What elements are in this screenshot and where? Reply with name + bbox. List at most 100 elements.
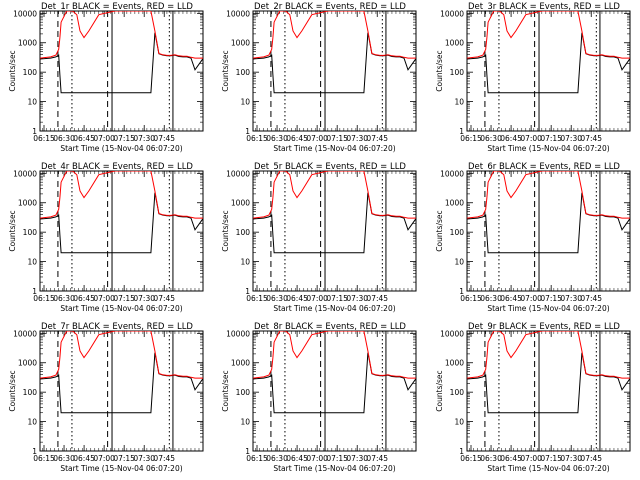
plot-frame [466,10,631,132]
x-tick-label: 06:45 [500,454,522,463]
x-tick-label: 07:45 [153,454,175,463]
series-line-events [467,352,630,414]
plot-frame [39,170,204,292]
y-tick-label: 10 [27,258,37,267]
panel-title: Det_1r BLACK = Events, RED = LLD [41,2,193,12]
x-tick-label: 07:30 [133,454,155,463]
x-axis-label: Start Time (15-Nov-04 06:07:20) [487,304,609,313]
series-line-events [253,192,416,254]
x-tick-label: 07:15 [540,454,562,463]
x-tick-label: 06:45 [73,454,95,463]
y-tick-label: 1 [32,287,37,296]
x-tick-label: 06:45 [286,134,308,143]
x-tick-label: 07:15 [540,134,562,143]
y-tick-label: 10 [27,98,37,107]
y-tick-label: 10 [454,418,464,427]
x-tick-label: 07:30 [133,134,155,143]
x-tick-label: 07:00 [520,294,542,303]
x-tick-label: 07:00 [306,134,328,143]
y-tick-label: 100 [450,228,465,237]
x-tick-label: 06:15 [246,134,268,143]
y-axis-label: Counts/sec [8,50,17,91]
panel-8: Det_8r BLACK = Events, RED = LLD 1 10 100 10… [221,322,417,473]
x-tick-label: 07:45 [580,134,602,143]
x-tick-label: 07:15 [326,294,348,303]
panel-6: Det_6r BLACK = Events, RED = LLD 1 10 100 10… [435,162,631,313]
x-tick-label: 06:30 [266,134,288,143]
panel-1: Det_1r BLACK = Events, RED = LLD 1 10 100 10… [8,2,204,153]
y-tick-label: 10000 [226,329,250,338]
x-tick-label: 07:30 [560,294,582,303]
y-tick-label: 10 [240,258,250,267]
panel-title: Det_6r BLACK = Events, RED = LLD [468,162,620,172]
y-tick-label: 10 [240,418,250,427]
x-tick-label: 07:30 [346,454,368,463]
x-tick-label: 06:15 [460,454,482,463]
y-axis-label: Counts/sec [435,50,444,91]
x-tick-label: 07:15 [113,134,135,143]
x-tick-label: 06:45 [286,454,308,463]
x-tick-label: 07:30 [346,134,368,143]
panel-title: Det_2r BLACK = Events, RED = LLD [254,2,406,12]
y-tick-label: 1000 [18,39,37,48]
x-axis-label: Start Time (15-Nov-04 06:07:20) [273,464,395,473]
x-tick-label: 06:15 [460,134,482,143]
panel-title: Det_9r BLACK = Events, RED = LLD [468,322,620,332]
x-tick-label: 07:15 [326,134,348,143]
x-tick-label: 06:45 [286,294,308,303]
x-tick-label: 07:30 [133,294,155,303]
panel-5: Det_5r BLACK = Events, RED = LLD 1 10 100 10… [221,162,417,313]
y-tick-label: 10000 [13,169,37,178]
series-line-events [40,32,203,94]
y-tick-label: 100 [236,68,251,77]
y-tick-label: 10 [454,258,464,267]
x-axis-label: Start Time (15-Nov-04 06:07:20) [487,144,609,153]
x-tick-label: 06:45 [500,134,522,143]
x-tick-label: 06:30 [53,134,75,143]
x-axis-label: Start Time (15-Nov-04 06:07:20) [273,304,395,313]
x-tick-label: 06:45 [73,134,95,143]
x-tick-label: 06:30 [53,294,75,303]
y-tick-label: 1000 [18,359,37,368]
series-line-lld [467,11,630,59]
x-tick-label: 07:00 [306,294,328,303]
x-tick-label: 06:30 [480,294,502,303]
y-tick-label: 1000 [18,199,37,208]
series-line-lld [40,331,203,379]
x-tick-label: 07:45 [366,294,388,303]
x-tick-label: 06:15 [33,294,55,303]
plot-frame [39,10,204,132]
panel-title: Det_3r BLACK = Events, RED = LLD [468,2,620,12]
y-axis-label: Counts/sec [8,370,17,411]
y-tick-label: 1000 [231,199,250,208]
y-axis-label: Counts/sec [221,50,230,91]
panel-title: Det_8r BLACK = Events, RED = LLD [254,322,406,332]
panel-4: Det_4r BLACK = Events, RED = LLD 1 10 100 10… [8,162,204,313]
x-tick-label: 07:15 [326,454,348,463]
x-tick-label: 06:30 [480,454,502,463]
y-tick-label: 1 [459,287,464,296]
y-tick-label: 1 [32,127,37,136]
x-tick-label: 07:00 [520,454,542,463]
x-tick-label: 06:15 [246,454,268,463]
y-tick-label: 1000 [445,359,464,368]
y-tick-label: 100 [450,388,465,397]
y-tick-label: 100 [236,228,251,237]
y-axis-label: Counts/sec [221,370,230,411]
x-tick-label: 07:45 [153,134,175,143]
panel-title: Det_4r BLACK = Events, RED = LLD [41,162,193,172]
series-line-events [467,32,630,94]
x-tick-label: 07:15 [113,294,135,303]
x-tick-label: 06:30 [266,294,288,303]
series-line-events [40,192,203,254]
x-axis-label: Start Time (15-Nov-04 06:07:20) [60,144,182,153]
y-tick-label: 10 [27,418,37,427]
y-tick-label: 10000 [226,169,250,178]
y-tick-label: 10 [454,98,464,107]
x-axis-label: Start Time (15-Nov-04 06:07:20) [273,144,395,153]
y-tick-label: 100 [236,388,251,397]
y-tick-label: 1000 [231,359,250,368]
y-tick-label: 10000 [13,329,37,338]
x-tick-label: 06:30 [266,454,288,463]
